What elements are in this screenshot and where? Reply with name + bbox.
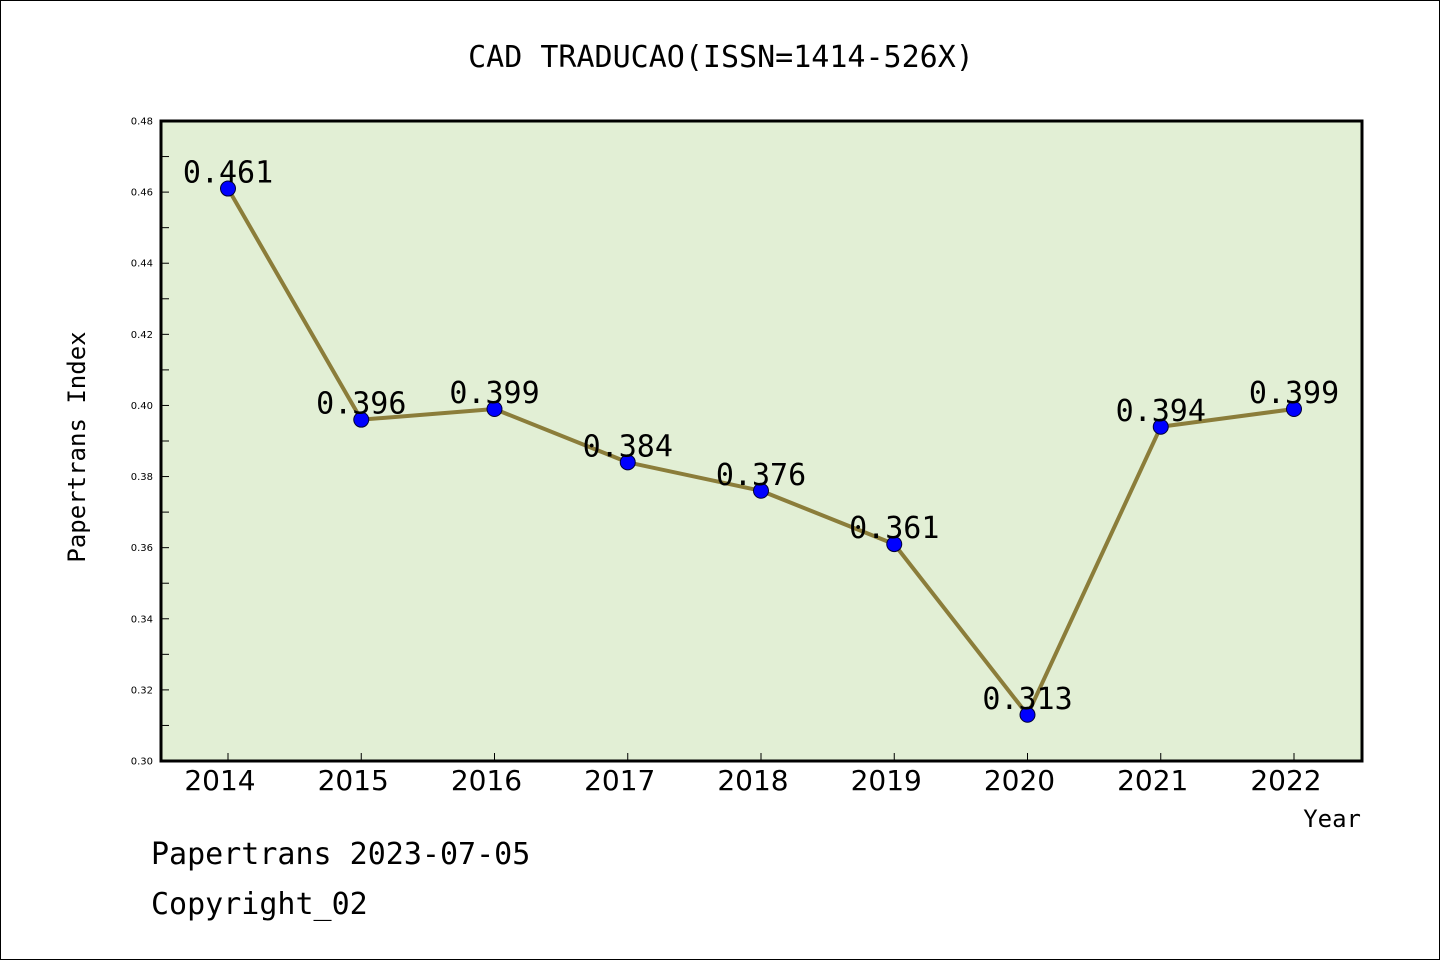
y-tick-label: 0.30 — [131, 757, 153, 768]
data-label-2022: 0.399 — [1249, 376, 1339, 411]
x-tick-label: 2019 — [851, 764, 922, 797]
y-tick-label: 0.36 — [131, 543, 153, 554]
x-tick-label: 2015 — [318, 764, 389, 797]
data-label-2015: 0.396 — [316, 387, 406, 422]
data-label-2017: 0.384 — [583, 429, 673, 464]
data-point-2018 — [753, 482, 769, 499]
x-axis-label: Year — [1303, 805, 1361, 833]
data-label-2018: 0.376 — [716, 458, 806, 493]
y-tick-label: 0.44 — [131, 259, 153, 270]
data-label-2016: 0.399 — [449, 376, 539, 411]
data-point-2022 — [1286, 401, 1302, 417]
x-tick-label: 2014 — [184, 764, 255, 797]
x-tick-label: 2022 — [1250, 764, 1321, 797]
y-tick-label: 0.32 — [131, 685, 153, 696]
x-tick-label: 2016 — [451, 764, 522, 797]
footer-copyright: Copyright_02 — [151, 887, 368, 922]
y-tick-label: 0.48 — [131, 117, 153, 128]
data-point-2015 — [353, 411, 370, 428]
y-axis-label: Papertrans Index — [63, 331, 91, 562]
y-tick-label: 0.34 — [131, 614, 153, 625]
x-axis: 2014 2015 2016 2017 2018 2019 2020 2021 2022 — [184, 753, 1322, 797]
y-tick-label: 0.42 — [131, 330, 153, 341]
data-point-2014 — [220, 180, 236, 197]
y-tick-label: 0.46 — [131, 188, 153, 199]
data-point-2020 — [1019, 706, 1036, 723]
data-point-2021 — [1152, 418, 1169, 435]
data-point-2017 — [619, 454, 636, 471]
data-point-2016 — [486, 401, 503, 417]
data-labels: 0.461 0.396 0.399 0.384 0.376 0.361 0.313 0.394… — [183, 156, 1339, 717]
footer-date: Papertrans 2023-07-05 — [151, 837, 531, 872]
plot-area — [159, 119, 1364, 763]
chart-title: CAD TRADUCAO(ISSN=1414-526X) — [468, 40, 974, 75]
data-label-2014: 0.461 — [183, 156, 273, 191]
x-tick-label: 2021 — [1117, 764, 1188, 797]
y-axis: 0.30 0.32 0.34 0.36 0.38 0.40 0.42 0.44 0.46 0.48 — [131, 117, 169, 768]
data-label-2020: 0.313 — [982, 682, 1072, 717]
data-label-2021: 0.394 — [1116, 394, 1206, 429]
data-label-2019: 0.361 — [849, 511, 939, 546]
y-tick-label: 0.38 — [131, 472, 153, 483]
data-markers — [220, 180, 1302, 723]
y-tick-label: 0.40 — [131, 401, 153, 412]
data-point-2019 — [886, 536, 903, 553]
x-tick-label: 2018 — [717, 764, 788, 797]
x-tick-label: 2020 — [984, 764, 1055, 797]
x-tick-label: 2017 — [584, 764, 655, 797]
